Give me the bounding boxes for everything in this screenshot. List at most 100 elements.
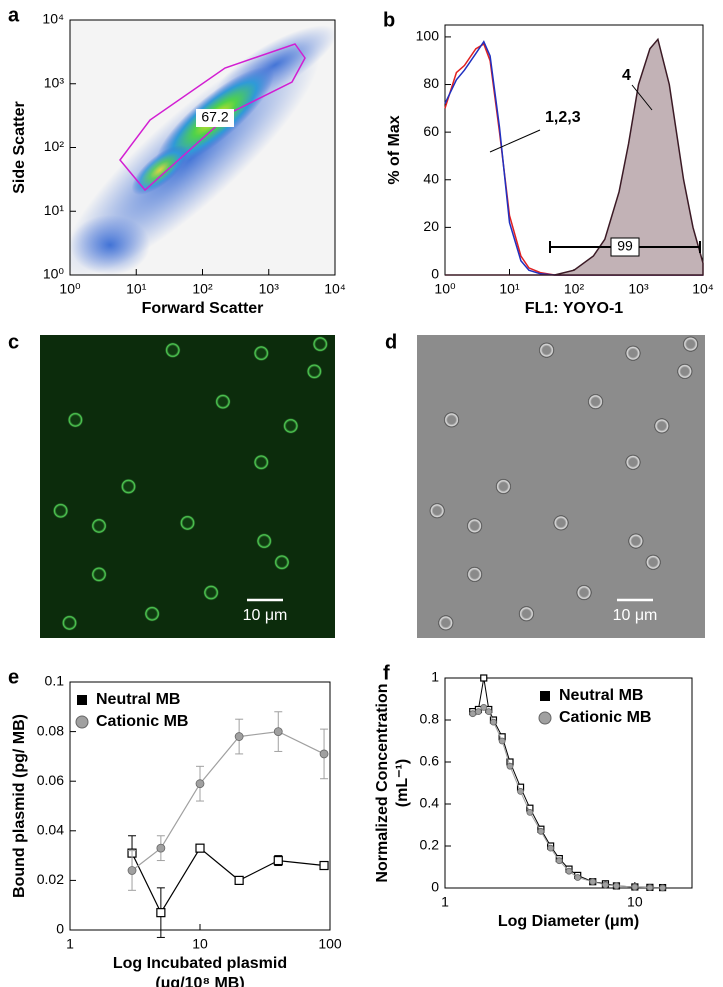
x-tick-label: 10⁰ bbox=[59, 281, 81, 297]
marker bbox=[517, 788, 524, 795]
cell bbox=[273, 554, 290, 571]
x-tick-label: 10⁰ bbox=[434, 281, 456, 297]
y-tick-label: 0.1 bbox=[45, 673, 65, 689]
marker bbox=[480, 674, 488, 682]
marker bbox=[646, 884, 654, 891]
marker bbox=[526, 809, 534, 816]
cell bbox=[627, 533, 644, 550]
arrow bbox=[631, 84, 653, 111]
y-tick-label: 10¹ bbox=[44, 202, 65, 218]
cell bbox=[437, 614, 454, 631]
cell bbox=[91, 566, 107, 583]
cell bbox=[466, 566, 483, 583]
marker bbox=[156, 843, 166, 853]
x-tick-label: 1 bbox=[441, 894, 449, 910]
x-tick-label: 10⁴ bbox=[324, 281, 346, 297]
y-axis-label: Normalized Concentration bbox=[374, 683, 391, 882]
x-tick-label: 10¹ bbox=[499, 281, 520, 297]
y-tick-label: 0.6 bbox=[420, 753, 440, 769]
marker bbox=[547, 844, 555, 852]
marker bbox=[273, 727, 283, 736]
y-tick-label: 0.06 bbox=[37, 772, 64, 788]
cell bbox=[587, 393, 604, 410]
legend-swatch bbox=[77, 695, 87, 705]
y-tick-label: 80 bbox=[423, 75, 439, 91]
micrograph bbox=[417, 335, 705, 638]
cell bbox=[682, 336, 699, 353]
cell bbox=[576, 584, 593, 601]
y-tick-label: 0 bbox=[56, 921, 64, 937]
x-tick-label: 10³ bbox=[628, 281, 649, 297]
cell bbox=[466, 517, 483, 534]
legend-swatch bbox=[75, 715, 89, 729]
x-tick-label: 10 bbox=[192, 936, 208, 952]
y-axis-label: Bound plasmid (pg/ MB) bbox=[11, 714, 28, 898]
cell bbox=[214, 393, 231, 410]
marker bbox=[156, 908, 166, 918]
marker bbox=[485, 708, 493, 715]
cell bbox=[625, 454, 641, 471]
y-tick-label: 0.02 bbox=[37, 871, 64, 887]
marker bbox=[537, 827, 545, 835]
cell bbox=[625, 345, 641, 362]
y-tick-label: 10² bbox=[44, 138, 65, 154]
legend-label: Neutral MB bbox=[96, 691, 180, 708]
marker bbox=[195, 843, 205, 853]
marker bbox=[127, 866, 137, 875]
cell bbox=[645, 554, 662, 571]
legend-swatch bbox=[540, 691, 550, 701]
annotation: 1,2,3 bbox=[545, 109, 581, 126]
y-tick-label: 10⁴ bbox=[42, 11, 64, 27]
y-tick-label: 10³ bbox=[44, 74, 65, 90]
x-tick-label: 1 bbox=[66, 936, 74, 952]
x-axis-label: (μg/10⁸ MB) bbox=[155, 975, 244, 987]
marker bbox=[574, 874, 582, 881]
plot-frame bbox=[444, 677, 693, 889]
cell bbox=[144, 605, 161, 622]
y-tick-label: 100 bbox=[416, 28, 440, 44]
x-tick-label: 10³ bbox=[259, 281, 280, 297]
panel-letter: a bbox=[8, 4, 20, 26]
cell bbox=[120, 478, 137, 495]
y-tick-label: 40 bbox=[423, 170, 439, 186]
y-tick-label: 0.8 bbox=[420, 711, 440, 727]
x-tick-label: 10² bbox=[192, 281, 213, 297]
cell bbox=[553, 514, 569, 531]
cell bbox=[253, 345, 270, 362]
cell bbox=[538, 342, 555, 359]
marker bbox=[273, 855, 283, 866]
cell bbox=[653, 417, 670, 434]
marker bbox=[589, 878, 597, 886]
marker bbox=[480, 704, 488, 711]
cell bbox=[443, 411, 460, 428]
y-tick-label: 0.04 bbox=[37, 822, 64, 838]
panel-letter: f bbox=[383, 662, 390, 684]
cell bbox=[203, 584, 220, 601]
scale-bar-label: 10 μm bbox=[613, 607, 658, 624]
x-tick-label: 10⁴ bbox=[692, 281, 714, 297]
histogram-line bbox=[445, 37, 704, 276]
y-tick-label: 1 bbox=[431, 669, 439, 685]
arrow bbox=[489, 129, 541, 153]
cell bbox=[164, 342, 181, 359]
y-tick-label: 0.08 bbox=[37, 722, 64, 738]
density-core bbox=[131, 145, 189, 195]
legend-label: Cationic MB bbox=[559, 709, 651, 726]
marker bbox=[319, 749, 329, 759]
scale-bar-label: 10 μm bbox=[243, 607, 288, 624]
marker bbox=[475, 708, 482, 715]
cell bbox=[518, 605, 535, 622]
y-tick-label: 20 bbox=[423, 218, 439, 234]
cell bbox=[52, 502, 69, 519]
cell bbox=[312, 336, 329, 353]
marker bbox=[555, 857, 563, 865]
cell bbox=[253, 454, 270, 471]
marker bbox=[234, 875, 244, 886]
marker bbox=[469, 710, 477, 718]
x-tick-label: 10² bbox=[564, 281, 585, 297]
marker bbox=[631, 883, 639, 891]
y-axis-label: Side Scatter bbox=[11, 101, 28, 193]
gate-label: 67.2 bbox=[201, 109, 228, 125]
series-line bbox=[131, 847, 325, 914]
